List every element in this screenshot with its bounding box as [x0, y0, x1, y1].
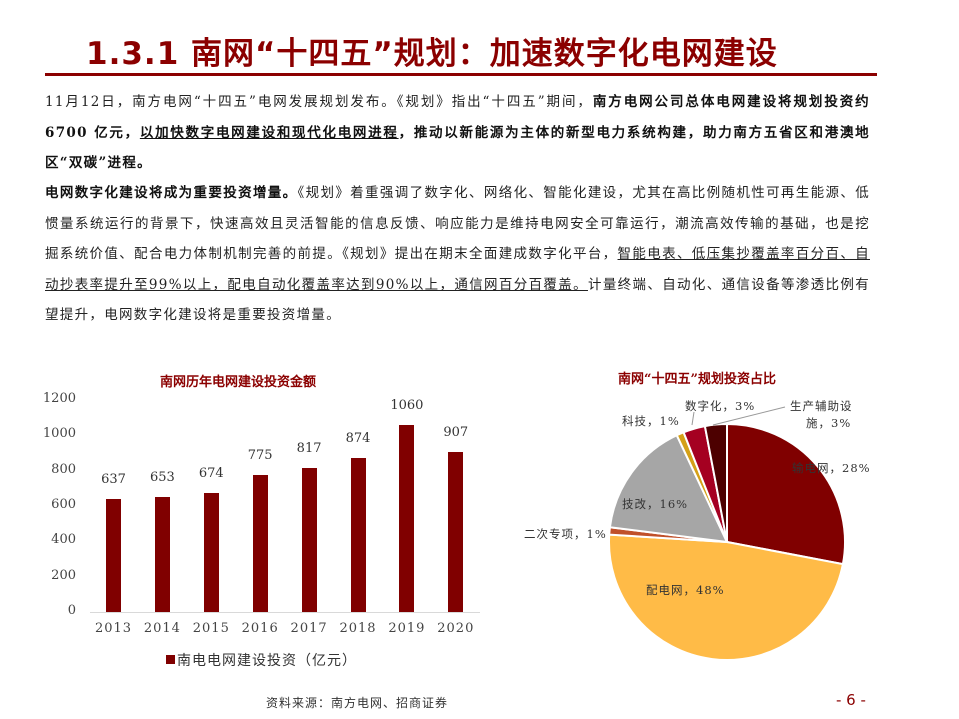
pie-chart-title: 南网“十四五”规划投资占比 [618, 372, 776, 387]
pie-slice [726, 422, 846, 566]
x-tick-label: 2015 [192, 621, 230, 636]
source-note: 资料来源：南方电网、招商证券 [266, 696, 449, 710]
bar-2017 [301, 467, 317, 612]
bar-value-label: 907 [443, 424, 469, 440]
bar-value-label: 674 [198, 465, 224, 481]
y-tick-label: 1200 [42, 391, 76, 406]
pie-label-digital: 数字化，3% [685, 399, 756, 413]
leader-line-digital [691, 411, 695, 426]
x-tick-label: 2020 [437, 621, 475, 636]
x-tick-label: 2018 [339, 621, 377, 636]
x-tick-label: 2014 [143, 621, 181, 636]
pie-label-distribution: 配电网，48% [646, 583, 725, 597]
p2-text-1: 《规划》着重强调了数字化、网络化、智能化建设，尤其在高比例随机性可再生能源、低惯… [45, 185, 870, 262]
p2-text-2: 计量终端、自动化、通信设备等渗透比例有望提升，电网数字化建设将是重要投资增量。 [45, 276, 870, 324]
page-number: - 6 - [836, 691, 866, 709]
p2-bold-lead: 电网数字化建设将成为重要投资增量。 [45, 185, 298, 201]
bar-chart-legend: 南电电网建设投资（亿元） [166, 650, 357, 670]
bar-2018 [350, 457, 366, 612]
bar-value-label: 775 [247, 448, 273, 464]
bar-2016 [252, 475, 268, 612]
x-tick-label: 2017 [290, 621, 328, 636]
y-tick-label: 600 [51, 497, 76, 512]
p1-bold-investment: 南方电网公司总体电网建设将规划投资约 6700 亿元， [45, 94, 870, 141]
pie-slice [608, 533, 845, 661]
y-tick-label: 200 [51, 567, 76, 583]
pie-label-aux-facilities-1: 生产辅助设 [790, 399, 853, 413]
y-tick-label: 800 [51, 461, 76, 477]
pie-slice [608, 433, 729, 544]
leader-line-aux-facilities [712, 406, 786, 426]
legend-label: 南电电网建设投资（亿元） [177, 653, 357, 669]
pie-label-aux-facilities-2: 施，3% [806, 416, 852, 430]
y-tick-label: 1000 [42, 426, 76, 442]
x-tick-label: 2013 [94, 621, 133, 636]
pie-label-science: 科技，1% [622, 414, 680, 428]
bar-2019 [399, 424, 415, 612]
title-divider [45, 73, 877, 76]
p1-underlined-digital-grid: 以加快数字电网建设和现代化电网进程 [139, 124, 399, 141]
legend-swatch-icon [166, 655, 175, 664]
bar-chart-x-axis [90, 612, 480, 613]
pie-label-secondary: 二次专项，1% [524, 527, 607, 541]
bar-value-label: 874 [345, 430, 371, 446]
bar-2013 [106, 499, 121, 612]
p1-text-1: 11月12日，南方电网“十四五”电网发展规划发布。《规划》指出“十四五”期间， [45, 94, 593, 110]
y-tick-label: 400 [51, 532, 76, 548]
pie-chart [608, 406, 846, 661]
bar-2014 [154, 496, 170, 612]
p1-bold-new-power: ，推动以新能源为主体的新型电力系统构建，助力南方五省区和港澳地区“双碳”进程。 [45, 124, 870, 172]
page-title: 1.3.1 南网“十四五”规划：加速数字化电网建设 [86, 36, 778, 72]
bar-chart-title: 南网历年电网建设投资金额 [160, 375, 317, 390]
bar-value-label: 653 [149, 469, 175, 485]
paragraph-plan-release: 11月12日，南方电网“十四五”电网发展规划发布。《规划》指出“十四五”期间，南… [45, 87, 870, 179]
x-tick-label: 2019 [388, 621, 426, 636]
bar-value-label: 637 [101, 472, 126, 488]
bar-2015 [203, 492, 219, 612]
bar-value-label: 1060 [390, 397, 424, 413]
paragraph-digitalization: 电网数字化建设将成为重要投资增量。《规划》着重强调了数字化、网络化、智能化建设，… [45, 178, 870, 331]
pie-label-transmission: 输电网，28% [792, 461, 871, 475]
bar-2020 [448, 451, 464, 612]
bar-value-label: 817 [296, 440, 322, 456]
x-tick-label: 2016 [241, 621, 279, 636]
p2-underlined-targets: 智能电表、低压集抄覆盖率百分百、自动抄表率提升至99%以上，配电自动化覆盖率达到… [45, 246, 870, 293]
y-tick-label: 0 [67, 603, 76, 618]
pie-label-tech-upgrade: 技改，16% [622, 497, 689, 511]
